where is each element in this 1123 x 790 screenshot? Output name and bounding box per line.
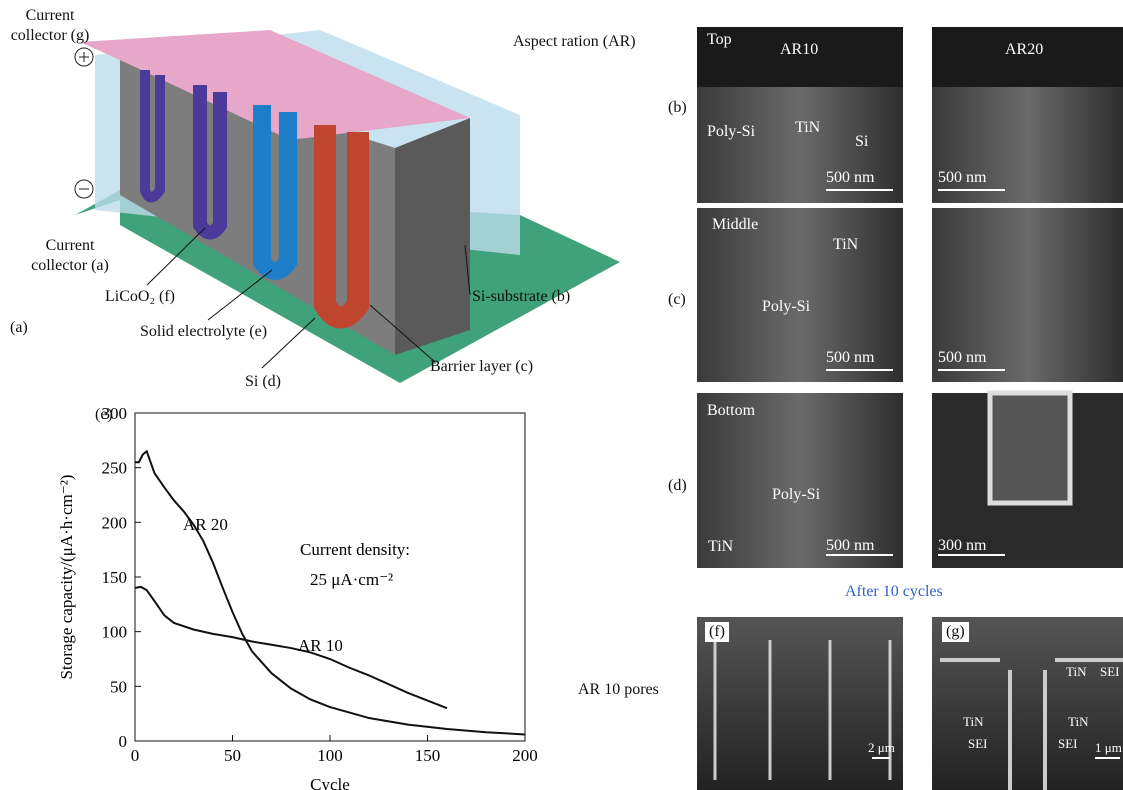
sem-label: Poly-Si (707, 122, 755, 142)
sem-label: TiN (795, 118, 820, 138)
schematic-label: Si-substrate (b) (472, 287, 570, 307)
sem-label: TiN (708, 537, 733, 557)
sem-image (990, 393, 1070, 503)
sem-label: AR20 (1005, 40, 1043, 60)
y-tick-label: 50 (110, 677, 127, 696)
sem-label: (g) (942, 622, 969, 642)
sem-label: TiN (963, 712, 983, 732)
sem-label: (f) (705, 622, 729, 642)
sem-label: Bottom (707, 401, 755, 421)
x-tick-label: 0 (131, 746, 140, 765)
schematic-label: Barrier layer (c) (430, 357, 533, 377)
sem-label: Top (707, 30, 732, 50)
sem-label: 2 μm (868, 738, 895, 758)
y-tick-label: 0 (119, 732, 128, 751)
sem-label: 500 nm (826, 168, 874, 188)
schematic-label: Solid electrolyte (e) (140, 322, 267, 342)
panel-label: (e) (95, 405, 113, 425)
sem-image (697, 617, 903, 790)
sem-image (932, 617, 1123, 790)
schematic-label: Current collector (a) (25, 236, 115, 276)
sem-label: TiN (1068, 712, 1088, 732)
y-tick-label: 150 (102, 568, 128, 587)
line (135, 451, 525, 734)
schematic-label: Current collector (g) (0, 6, 100, 46)
y-tick-label: 250 (102, 459, 128, 478)
x-tick-label: 50 (224, 746, 241, 765)
sem-label: 300 nm (938, 536, 986, 556)
sem-label: 500 nm (826, 536, 874, 556)
sem-label: SEI (1100, 662, 1120, 682)
x-tick-label: 150 (415, 746, 441, 765)
side-face (395, 118, 470, 355)
x-tick-label: 100 (317, 746, 343, 765)
figure-graphics: 050100150200050100150200250300CycleStora… (0, 0, 1123, 790)
sem-label: Si (855, 132, 868, 152)
sem-label: AR10 (780, 40, 818, 60)
sem-label: SEI (968, 734, 988, 754)
annotation: 25 μA·cm⁻² (310, 570, 393, 589)
sem-label: TiN (833, 235, 858, 255)
figure: 050100150200050100150200250300CycleStora… (0, 0, 1123, 790)
sem-images (697, 27, 1123, 790)
sem-label: 500 nm (938, 168, 986, 188)
sem-label: TiN (1066, 662, 1086, 682)
sem-label: Poly-Si (772, 485, 820, 505)
header: Aspect ration (AR) (513, 32, 636, 52)
schematic-label: Si (d) (245, 372, 281, 392)
annotation: Current density: (300, 540, 410, 559)
sem-label: SEI (1058, 734, 1078, 754)
line (135, 587, 447, 708)
series-label: AR 20 (183, 515, 228, 534)
sem-label: 500 nm (826, 348, 874, 368)
panel-label: (a) (10, 318, 28, 338)
sem-label: After 10 cycles (845, 582, 943, 602)
x-axis-label: Cycle (310, 775, 350, 790)
schematic-label: LiCoO₂ (f) (105, 287, 175, 307)
sem-label: (b) (668, 98, 687, 118)
sem-label: (d) (668, 476, 687, 496)
series-label: AR 10 (298, 636, 343, 655)
x-tick-label: 200 (512, 746, 538, 765)
y-tick-label: 200 (102, 513, 128, 532)
sem-label: 1 μm (1095, 738, 1122, 758)
sem-label: 500 nm (938, 348, 986, 368)
y-tick-label: 100 (102, 623, 128, 642)
sem-label: Poly-Si (762, 297, 810, 317)
sem-label: Middle (712, 215, 758, 235)
sem-label: (c) (668, 290, 686, 310)
sem-label: AR 10 pores (578, 680, 659, 700)
y-axis-label: Storage capacity/(μA·h·cm⁻²) (57, 475, 76, 680)
